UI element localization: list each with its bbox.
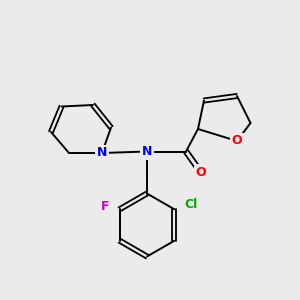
Text: F: F bbox=[100, 200, 109, 213]
Text: Cl: Cl bbox=[184, 198, 197, 211]
Text: N: N bbox=[142, 145, 152, 158]
Text: O: O bbox=[232, 134, 242, 148]
Text: O: O bbox=[196, 166, 206, 179]
Text: N: N bbox=[97, 146, 107, 160]
